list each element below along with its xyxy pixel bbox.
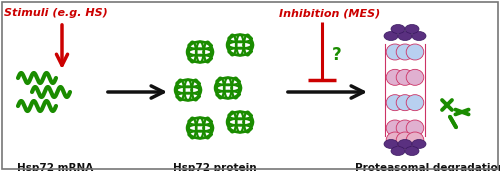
Ellipse shape [406, 132, 424, 148]
Ellipse shape [396, 120, 414, 136]
Text: Proteasomal degradation: Proteasomal degradation [355, 163, 500, 171]
Ellipse shape [405, 147, 419, 155]
Ellipse shape [396, 69, 414, 85]
Text: Hsp72 protein: Hsp72 protein [173, 163, 257, 171]
Ellipse shape [391, 24, 405, 34]
Ellipse shape [396, 95, 414, 111]
Ellipse shape [396, 44, 414, 60]
Ellipse shape [386, 132, 404, 148]
Ellipse shape [398, 31, 412, 41]
Ellipse shape [406, 120, 424, 136]
Ellipse shape [386, 69, 404, 85]
Ellipse shape [386, 95, 404, 111]
Ellipse shape [405, 24, 419, 34]
Text: Hsp72 mRNA: Hsp72 mRNA [17, 163, 93, 171]
Ellipse shape [396, 132, 414, 148]
Ellipse shape [384, 31, 398, 41]
Ellipse shape [398, 140, 412, 148]
Ellipse shape [406, 44, 424, 60]
Ellipse shape [406, 69, 424, 85]
Ellipse shape [412, 140, 426, 148]
Ellipse shape [386, 120, 404, 136]
Ellipse shape [406, 95, 424, 111]
Ellipse shape [391, 147, 405, 155]
Ellipse shape [386, 44, 404, 60]
Ellipse shape [384, 140, 398, 148]
Text: Stimuli (e.g. HS): Stimuli (e.g. HS) [4, 8, 108, 18]
Ellipse shape [412, 31, 426, 41]
Text: Inhibition (MES): Inhibition (MES) [280, 8, 380, 18]
Text: ?: ? [332, 46, 342, 64]
